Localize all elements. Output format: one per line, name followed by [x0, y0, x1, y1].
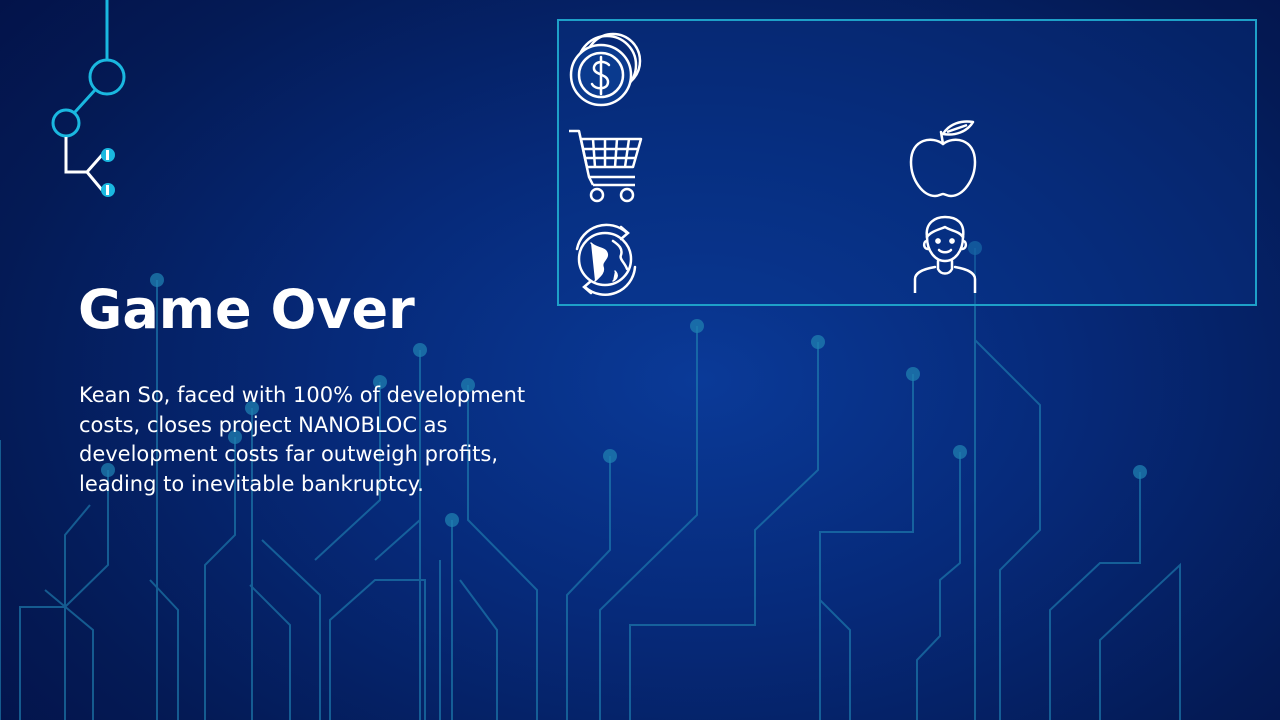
apple-icon — [903, 118, 983, 198]
globe-cycle-icon — [565, 219, 645, 299]
page-title: Game Over — [78, 278, 415, 341]
game-over-description: Kean So, faced with 100% of development … — [79, 383, 526, 496]
person-icon — [905, 213, 985, 295]
dollar-coins-icon — [565, 31, 645, 111]
shopping-cart-icon — [565, 125, 645, 205]
network-logo-icon — [51, 0, 126, 197]
icon-panel — [557, 19, 1257, 306]
